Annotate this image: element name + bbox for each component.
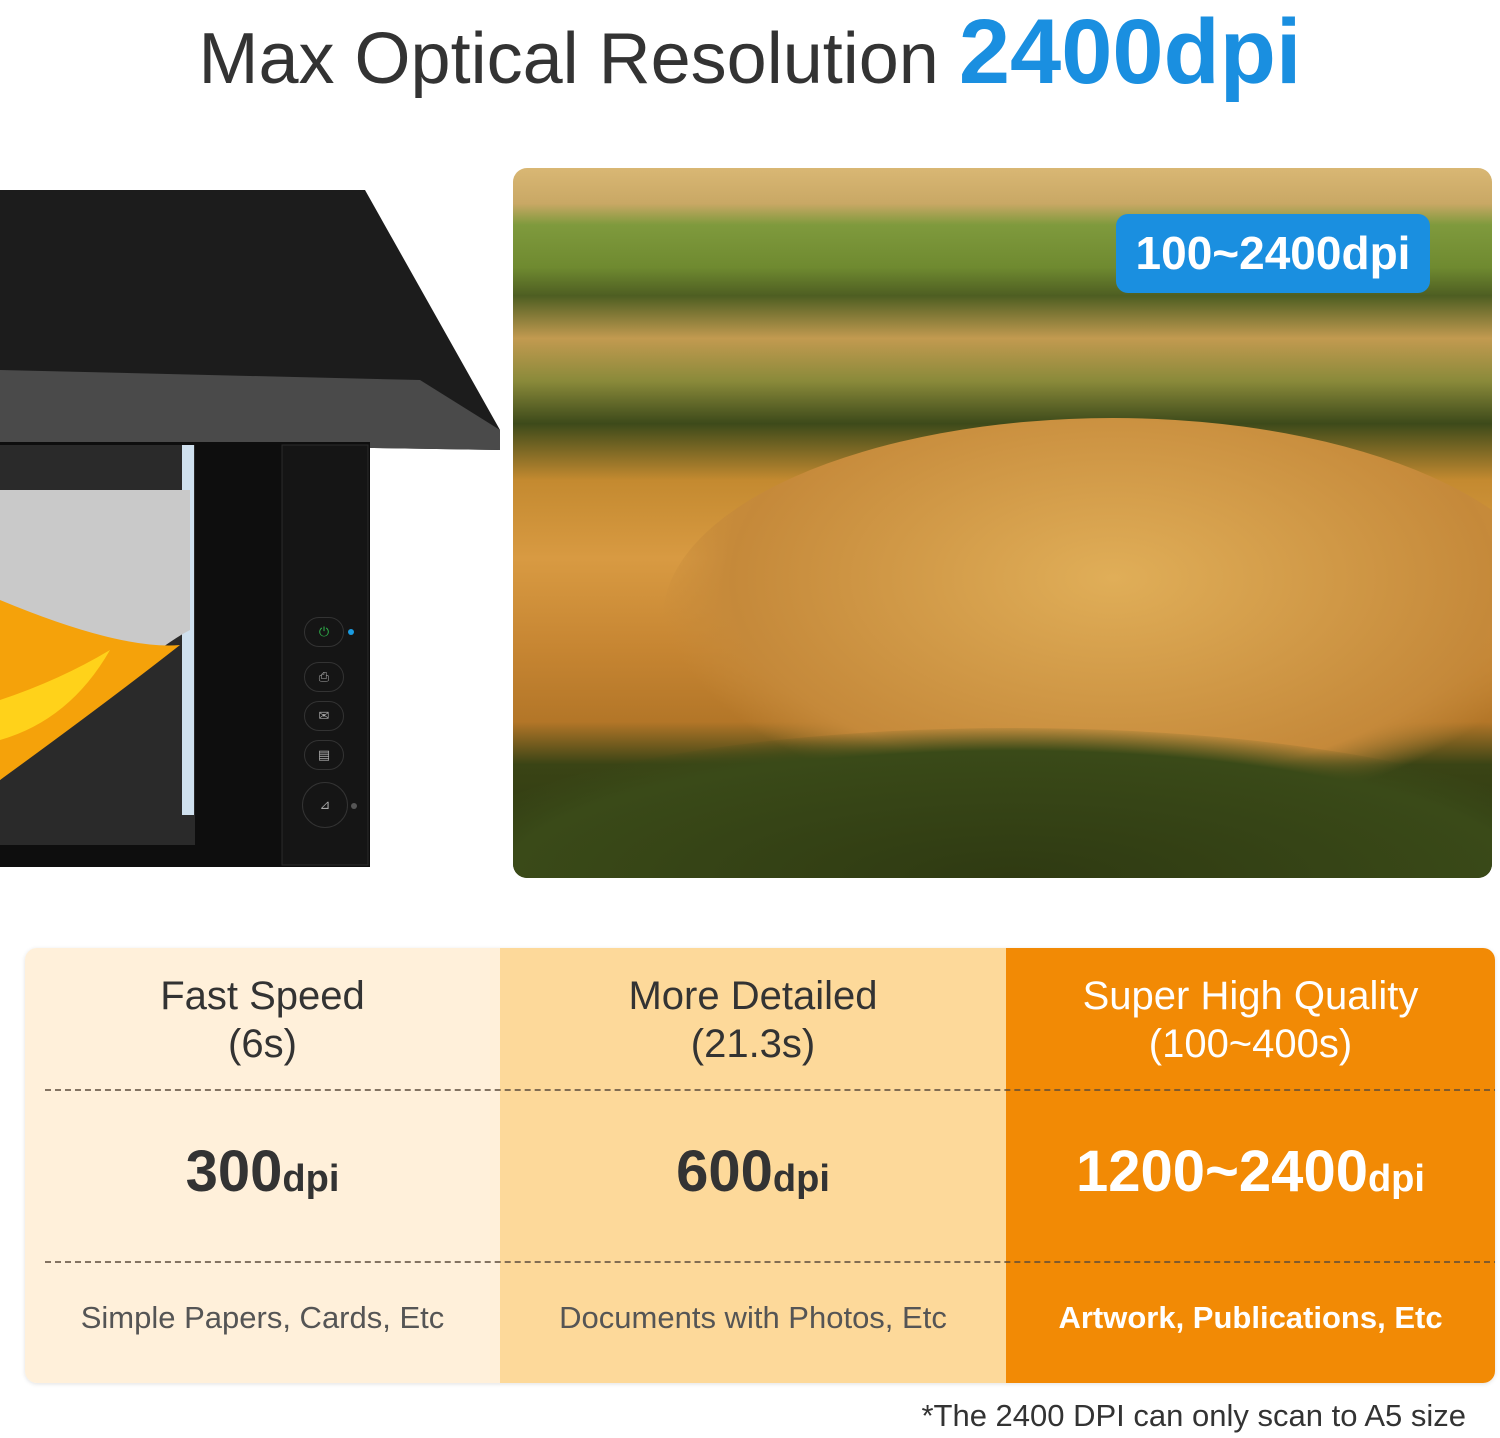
column-heading: Fast Speed [160,974,365,1018]
column-heading: More Detailed [628,974,878,1018]
column-time: (100~400s) [1148,1022,1353,1066]
column-time: (21.3s) [690,1022,816,1066]
dpi-unit: dpi [1367,1158,1425,1200]
dpi-value: 1200~2400 [1076,1139,1368,1204]
page-title: Max Optical Resolution 2400dpi [0,0,1500,112]
footnote: *The 2400 DPI can only scan to A5 size [921,1398,1466,1433]
use-case: Documents with Photos, Etc [559,1300,947,1335]
scanner-image: ⏻ ⎙ ✉ ▤ ⊿ [0,180,510,880]
column-more-detailed: More Detailed (21.3s) 600dpi Documents wi… [500,948,1006,1383]
column-fast-speed: Fast Speed (6s) 300dpi Simple Papers, Car… [25,948,500,1383]
column-super-high-quality: Super High Quality (100~400s) 1200~2400dp… [1006,948,1495,1383]
title-prefix: Max Optical Resolution [198,19,939,99]
row-divider [45,1261,1495,1263]
power-icon: ⏻ [304,617,344,647]
print-icon: ⎙ [304,662,344,692]
row-divider [45,1089,1495,1091]
dpi-value: 600 [676,1139,773,1204]
title-highlight: 2400dpi [958,1,1302,103]
dpi-unit: dpi [282,1158,340,1200]
column-time: (6s) [228,1022,297,1066]
resolution-range-badge: 100~2400dpi [1116,214,1430,293]
dpi-unit: dpi [772,1158,830,1200]
resolution-comparison-table: Fast Speed (6s) 300dpi Simple Papers, Car… [25,948,1495,1383]
scan-icon: ⊿ [302,782,348,828]
use-case: Artwork, Publications, Etc [1058,1300,1443,1335]
email-icon: ✉ [304,701,344,731]
column-heading: Super High Quality [1082,974,1419,1018]
dpi-value: 300 [185,1139,283,1204]
file-icon: ▤ [304,740,344,770]
use-case: Simple Papers, Cards, Etc [80,1300,445,1335]
